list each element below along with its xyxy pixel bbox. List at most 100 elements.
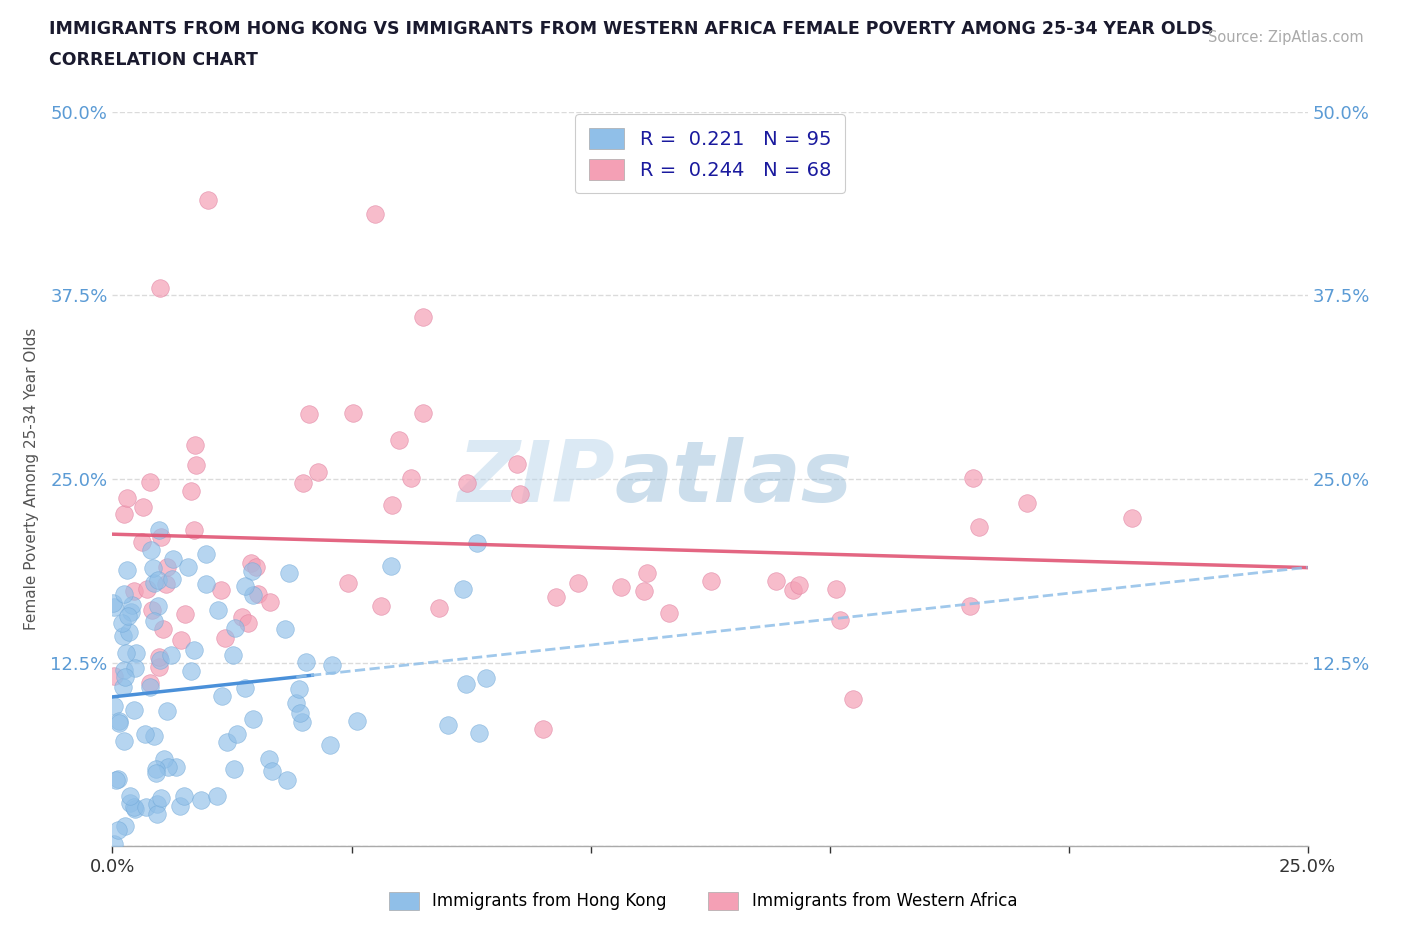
Point bbox=[291, 715, 314, 730]
Point bbox=[292, 475, 315, 490]
Point bbox=[633, 584, 655, 599]
Point bbox=[131, 535, 153, 550]
Point bbox=[150, 530, 173, 545]
Point bbox=[388, 432, 411, 447]
Point bbox=[165, 760, 187, 775]
Point bbox=[121, 597, 143, 612]
Point bbox=[207, 602, 229, 617]
Point bbox=[240, 564, 263, 578]
Point bbox=[288, 706, 311, 721]
Point bbox=[160, 572, 183, 587]
Point bbox=[214, 631, 236, 645]
Point bbox=[284, 696, 307, 711]
Point bbox=[246, 587, 269, 602]
Text: atlas: atlas bbox=[614, 437, 852, 521]
Point bbox=[209, 582, 232, 597]
Legend: Immigrants from Hong Kong, Immigrants from Western Africa: Immigrants from Hong Kong, Immigrants fr… bbox=[382, 885, 1024, 917]
Point bbox=[319, 737, 342, 752]
Point bbox=[115, 562, 138, 577]
Point bbox=[170, 632, 193, 647]
Point bbox=[184, 458, 207, 472]
Point bbox=[173, 607, 195, 622]
Point bbox=[828, 613, 851, 628]
Point bbox=[468, 725, 491, 740]
Point bbox=[114, 645, 136, 660]
Point bbox=[224, 620, 246, 635]
Point bbox=[699, 574, 721, 589]
Point bbox=[143, 614, 166, 629]
Point bbox=[152, 751, 174, 766]
Point bbox=[787, 578, 810, 592]
Point bbox=[122, 800, 145, 815]
Point bbox=[273, 622, 295, 637]
Point bbox=[149, 281, 172, 296]
Point bbox=[242, 712, 264, 727]
Point bbox=[122, 584, 145, 599]
Point bbox=[231, 609, 253, 624]
Point bbox=[114, 818, 136, 833]
Point bbox=[242, 587, 264, 602]
Point bbox=[141, 603, 163, 618]
Text: CORRELATION CHART: CORRELATION CHART bbox=[49, 51, 259, 69]
Point bbox=[108, 713, 131, 728]
Point bbox=[567, 576, 589, 591]
Point bbox=[138, 676, 160, 691]
Point bbox=[506, 457, 529, 472]
Point bbox=[183, 437, 205, 452]
Point bbox=[159, 648, 181, 663]
Point bbox=[110, 616, 132, 631]
Y-axis label: Female Poverty Among 25-34 Year Olds: Female Poverty Among 25-34 Year Olds bbox=[24, 327, 39, 631]
Point bbox=[509, 486, 531, 501]
Point bbox=[222, 647, 245, 662]
Point bbox=[177, 560, 200, 575]
Point bbox=[117, 609, 139, 624]
Point bbox=[1015, 496, 1038, 511]
Point bbox=[148, 572, 170, 587]
Point bbox=[173, 789, 195, 804]
Point bbox=[190, 792, 212, 807]
Point bbox=[145, 765, 167, 780]
Point bbox=[437, 717, 460, 732]
Point bbox=[112, 662, 135, 677]
Point bbox=[101, 595, 124, 610]
Point bbox=[298, 406, 321, 421]
Point bbox=[111, 628, 134, 643]
Point bbox=[427, 601, 450, 616]
Point bbox=[197, 193, 219, 207]
Point bbox=[134, 726, 156, 741]
Point bbox=[118, 625, 141, 640]
Point bbox=[456, 475, 478, 490]
Point bbox=[233, 680, 256, 695]
Point bbox=[104, 773, 127, 788]
Point bbox=[245, 559, 267, 574]
Point bbox=[118, 796, 141, 811]
Point bbox=[295, 655, 318, 670]
Point bbox=[120, 789, 142, 804]
Point bbox=[765, 573, 787, 588]
Point bbox=[1121, 511, 1143, 525]
Point bbox=[544, 589, 567, 604]
Point bbox=[148, 660, 170, 675]
Point bbox=[277, 566, 299, 581]
Point bbox=[145, 807, 167, 822]
Point bbox=[183, 643, 205, 658]
Point bbox=[156, 760, 179, 775]
Point bbox=[114, 734, 136, 749]
Point bbox=[145, 796, 167, 811]
Point bbox=[782, 582, 804, 597]
Point bbox=[195, 547, 218, 562]
Point bbox=[412, 405, 434, 420]
Point bbox=[658, 605, 681, 620]
Point bbox=[107, 771, 129, 786]
Point bbox=[180, 664, 202, 679]
Point bbox=[240, 556, 263, 571]
Point bbox=[103, 669, 125, 684]
Point bbox=[124, 802, 146, 817]
Point bbox=[260, 764, 283, 778]
Point bbox=[364, 207, 387, 222]
Point bbox=[152, 621, 174, 636]
Point bbox=[456, 677, 478, 692]
Point bbox=[125, 645, 148, 660]
Point bbox=[138, 680, 160, 695]
Point bbox=[150, 790, 173, 805]
